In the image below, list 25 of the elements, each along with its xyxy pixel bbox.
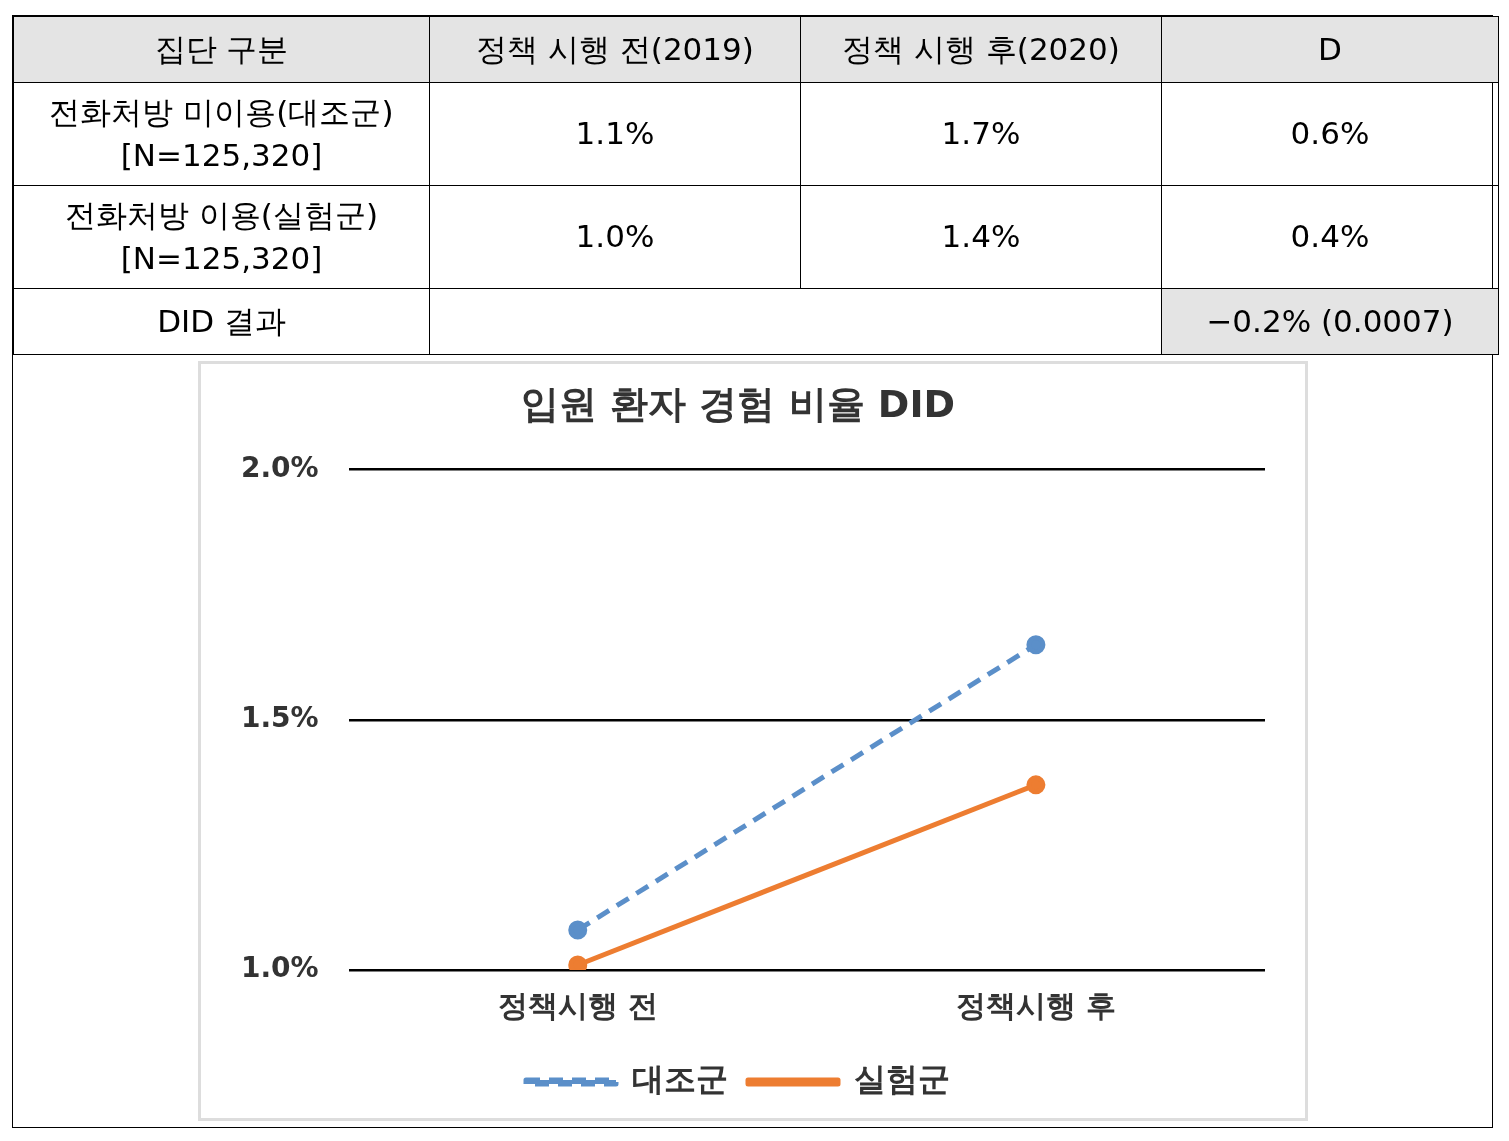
point <box>1026 635 1046 655</box>
y-tick-label: 1.0% <box>241 951 319 985</box>
text: 전화처방 미이용(대조군) [N=125,320] <box>13 82 430 186</box>
text: 1.7% <box>800 82 1162 186</box>
text: 0.6% <box>1161 82 1499 186</box>
text: 1.4% <box>800 185 1162 289</box>
text: 0.4% <box>1161 185 1499 289</box>
text: 정책 시행 후(2020) <box>800 16 1162 83</box>
text: 집단 구분 <box>13 16 430 83</box>
text: D <box>1161 16 1499 83</box>
point <box>1026 775 1046 795</box>
x-tick-label: 정책시행 후 <box>955 987 1117 1023</box>
chart-title: 입원 환자 경험 비율 DID <box>520 381 956 426</box>
legend-label: 실험군 <box>854 1060 950 1099</box>
text: 1.1% <box>429 82 801 186</box>
text: 1.0% <box>429 185 801 289</box>
text: 정책 시행 전(2019) <box>429 16 801 83</box>
y-tick-label: 2.0% <box>241 450 319 484</box>
y-tick-label: 1.5% <box>241 701 319 735</box>
text: 전화처방 이용(실험군) [N=125,320] <box>13 185 430 289</box>
text: −0.2% (0.0007) <box>1161 288 1499 355</box>
x-tick-label: 정책시행 전 <box>497 987 658 1023</box>
point <box>568 920 588 940</box>
text: DID 결과 <box>13 288 430 355</box>
legend-label: 대조군 <box>632 1060 728 1099</box>
